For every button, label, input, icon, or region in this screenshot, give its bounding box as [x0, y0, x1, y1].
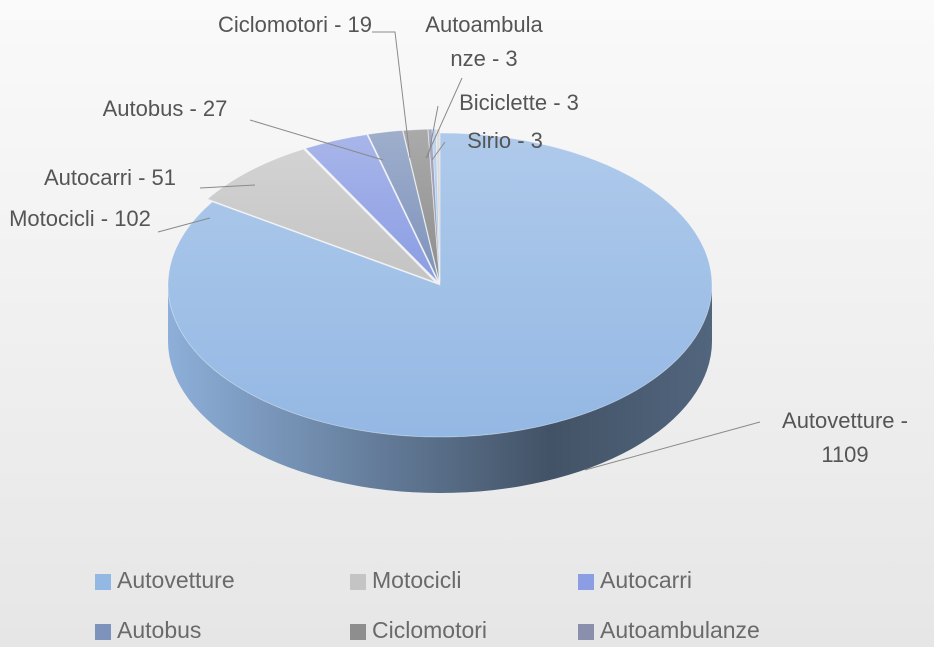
leader-line — [431, 141, 446, 161]
leader-line — [249, 119, 384, 161]
slice-gloss — [368, 130, 439, 282]
slice-gloss — [436, 129, 440, 282]
legend-swatch — [350, 574, 366, 590]
slice-gloss — [432, 129, 440, 282]
data-label: Motocicli - 102 — [9, 206, 151, 231]
slice-gloss — [305, 134, 438, 282]
leader-line — [584, 421, 761, 471]
legend-swatch — [578, 574, 594, 590]
legend-swatch — [95, 624, 111, 640]
leader-line — [157, 217, 211, 233]
legend-label: Autocarri — [600, 567, 692, 593]
leader-line — [199, 184, 256, 189]
data-label: Autoambulanze - 3 — [425, 12, 543, 71]
slice-side-shade — [168, 285, 712, 493]
legend-label: Autovetture — [117, 567, 235, 593]
data-label: Sirio - 3 — [467, 128, 543, 153]
data-label: Autobus - 27 — [102, 96, 228, 121]
slice-gloss — [428, 129, 440, 282]
data-label: Ciclomotori - 19 — [217, 12, 373, 37]
legend-label: Autoambulanze — [600, 617, 760, 643]
leader-line — [427, 105, 439, 159]
legend-swatch — [95, 574, 111, 590]
leader-line — [425, 77, 463, 159]
data-label: Autocarri - 51 — [43, 165, 177, 190]
legend-label: Autobus — [117, 617, 201, 643]
data-label: Biciclette - 3 — [459, 90, 579, 115]
data-label: Autovetture - 1109 — [782, 408, 908, 467]
legend-label: Motocicli — [372, 567, 461, 593]
leader-line — [372, 31, 411, 159]
slice-gloss — [403, 129, 440, 282]
legend-swatch — [350, 624, 366, 640]
legend-swatch — [578, 624, 594, 640]
slice-gloss — [207, 149, 436, 283]
legend-label: Ciclomotori — [372, 617, 487, 643]
slice-gloss — [168, 133, 713, 437]
